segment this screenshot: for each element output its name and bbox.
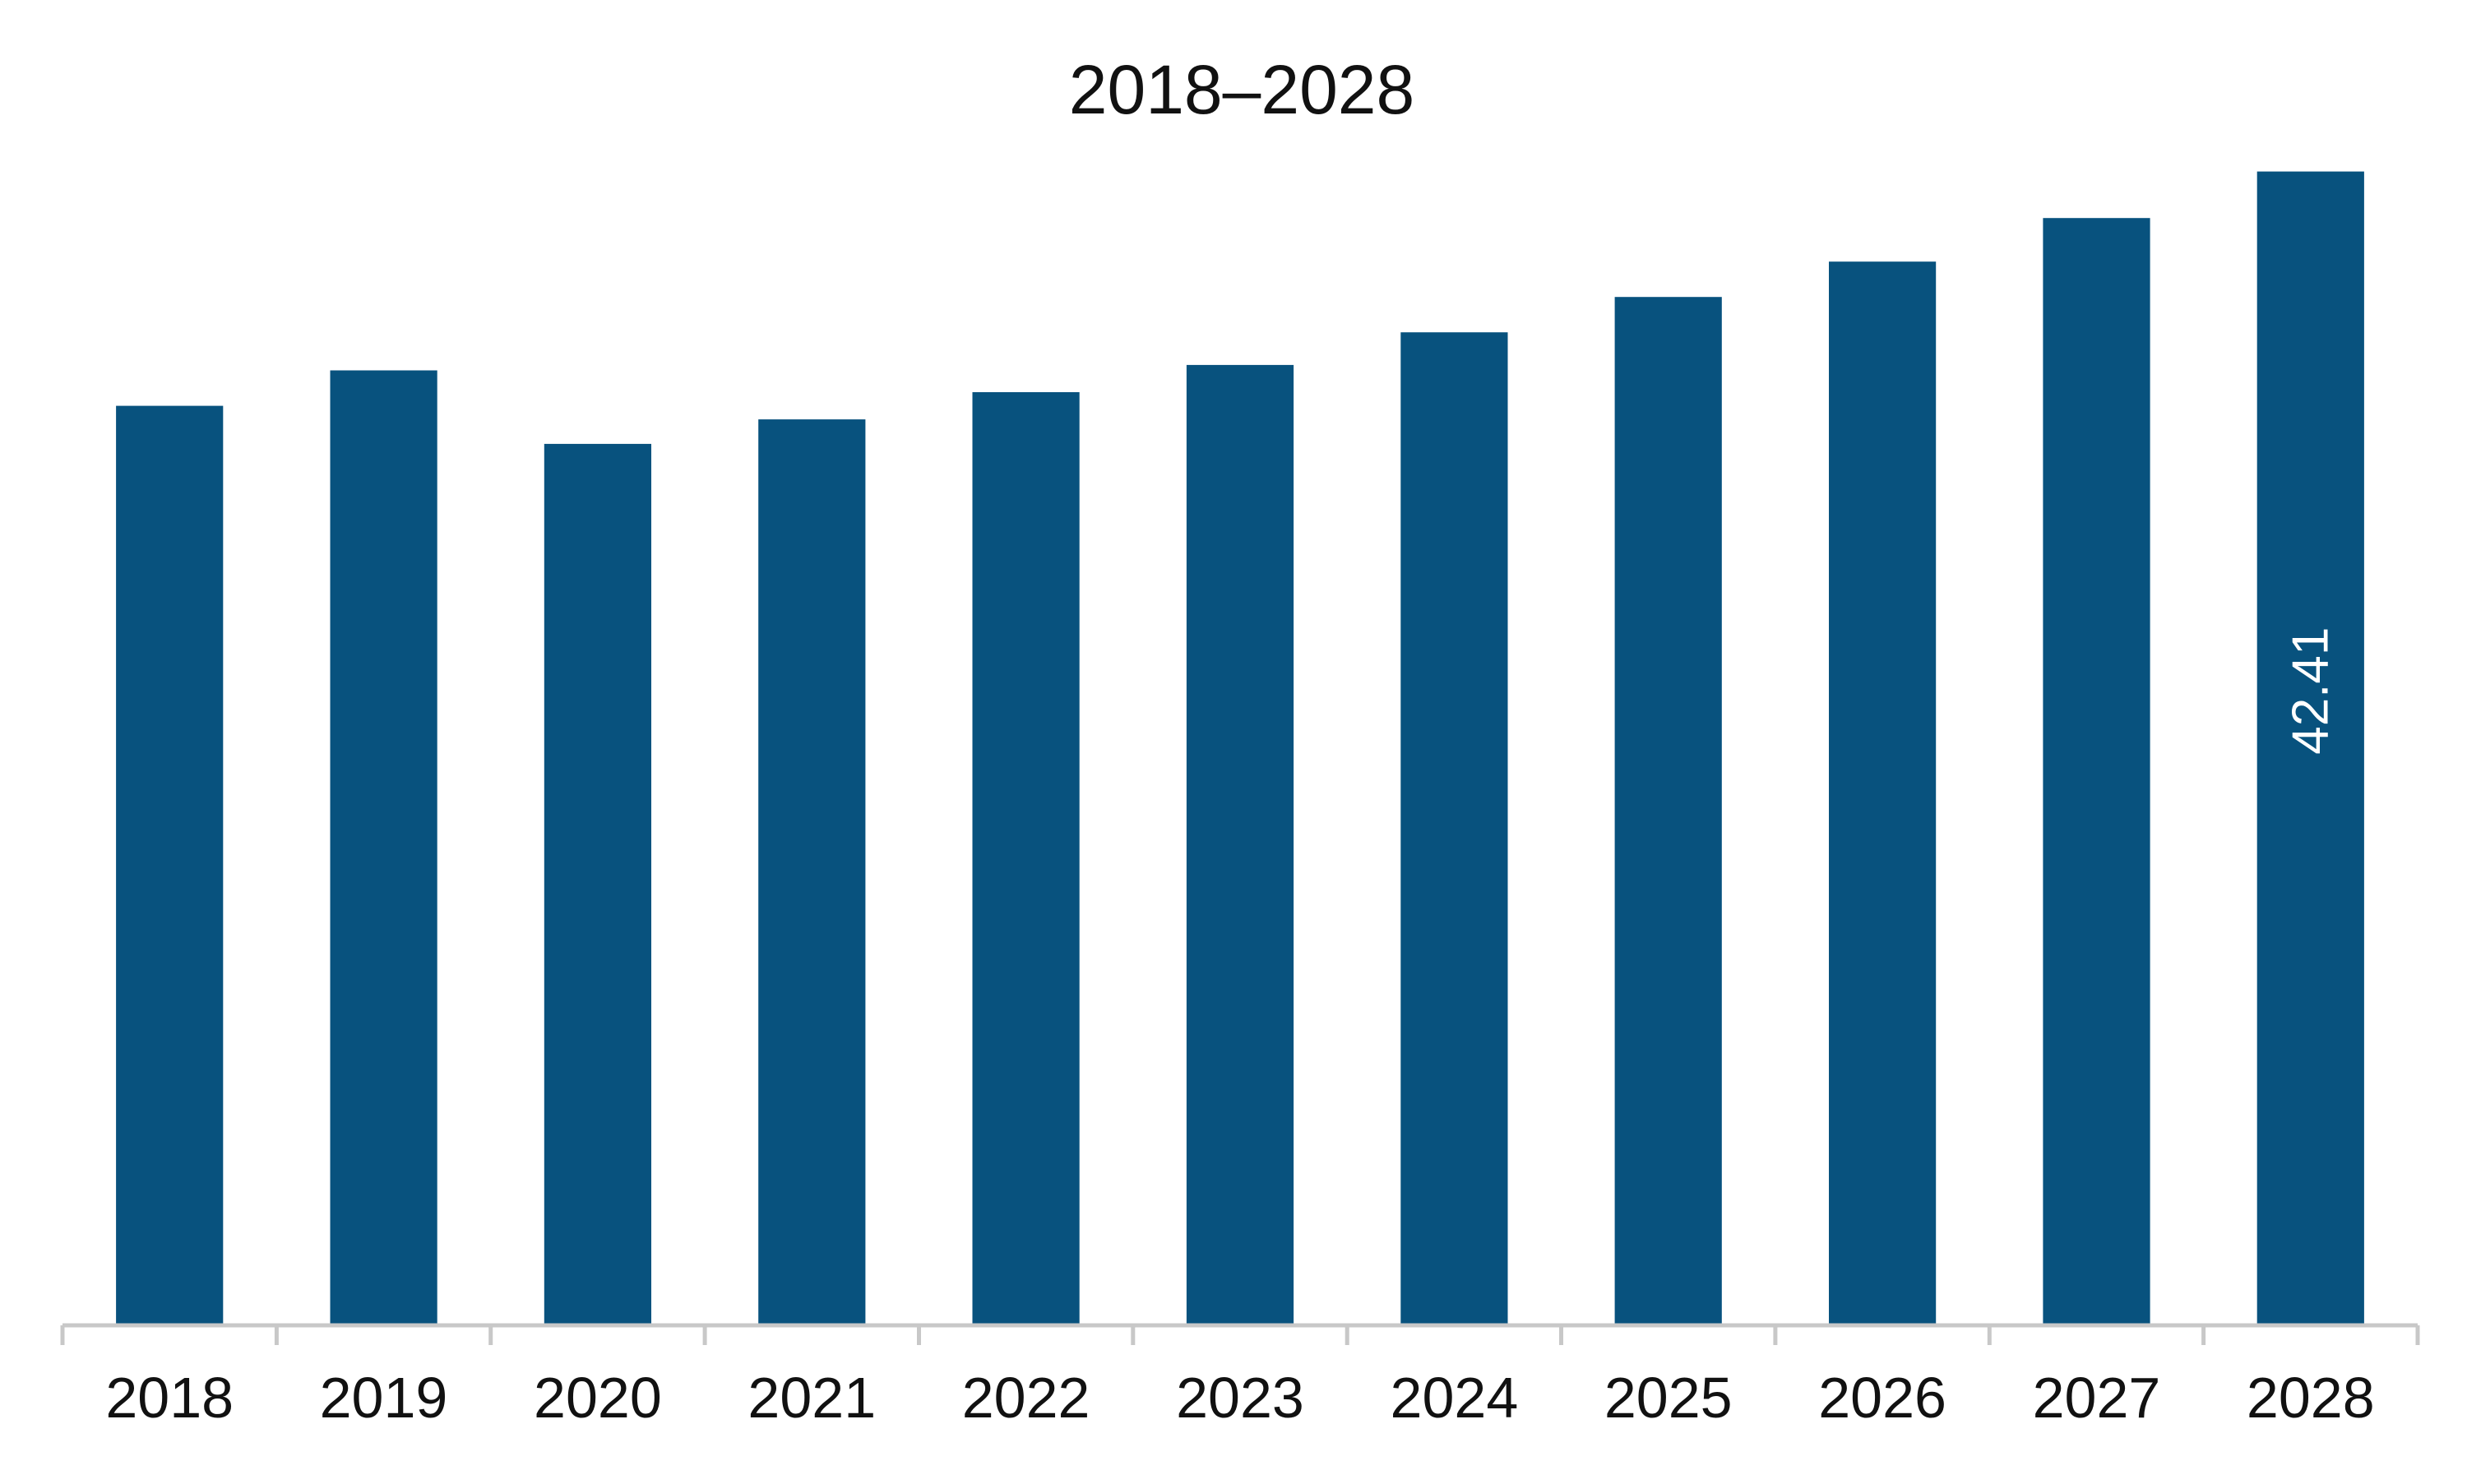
- x-tick-label-2027: 2027: [2033, 1366, 2161, 1430]
- bar-2028: [2256, 171, 2364, 1326]
- x-tick-label-2025: 2025: [1604, 1366, 1733, 1430]
- data-labels: 42.41: [2282, 627, 2339, 755]
- x-tick-label-2021: 2021: [748, 1366, 876, 1430]
- x-tick-label-2020: 2020: [534, 1366, 662, 1430]
- chart-title: 2018–2028: [1069, 51, 1414, 128]
- bar-2022: [972, 392, 1080, 1325]
- bar-2026: [1829, 261, 1937, 1326]
- x-tick-label-2028: 2028: [2247, 1366, 2375, 1430]
- bar-2019: [330, 370, 437, 1325]
- x-tick-label-2026: 2026: [1818, 1366, 1946, 1430]
- x-tick-label-2018: 2018: [105, 1366, 234, 1430]
- bar-2027: [2043, 218, 2150, 1326]
- x-tick-label-2024: 2024: [1391, 1366, 1519, 1430]
- x-tick-label-2023: 2023: [1176, 1366, 1304, 1430]
- bar-2020: [544, 443, 651, 1325]
- bar-2025: [1614, 297, 1722, 1326]
- x-tick-label-2019: 2019: [320, 1366, 448, 1430]
- bar-2023: [1186, 364, 1294, 1325]
- bar-2024: [1400, 332, 1508, 1326]
- bar-2021: [758, 419, 866, 1326]
- bars-layer: [116, 171, 2364, 1326]
- bar-2018: [116, 405, 224, 1326]
- tick-labels: 2018 2019 2020 2021 2022 2023 2024 2025 2026 2027…: [105, 1366, 2374, 1430]
- x-tick-label-2022: 2022: [962, 1366, 1090, 1430]
- x-axis: [60, 1323, 2420, 1345]
- data-label-2028: 42.41: [2282, 627, 2339, 755]
